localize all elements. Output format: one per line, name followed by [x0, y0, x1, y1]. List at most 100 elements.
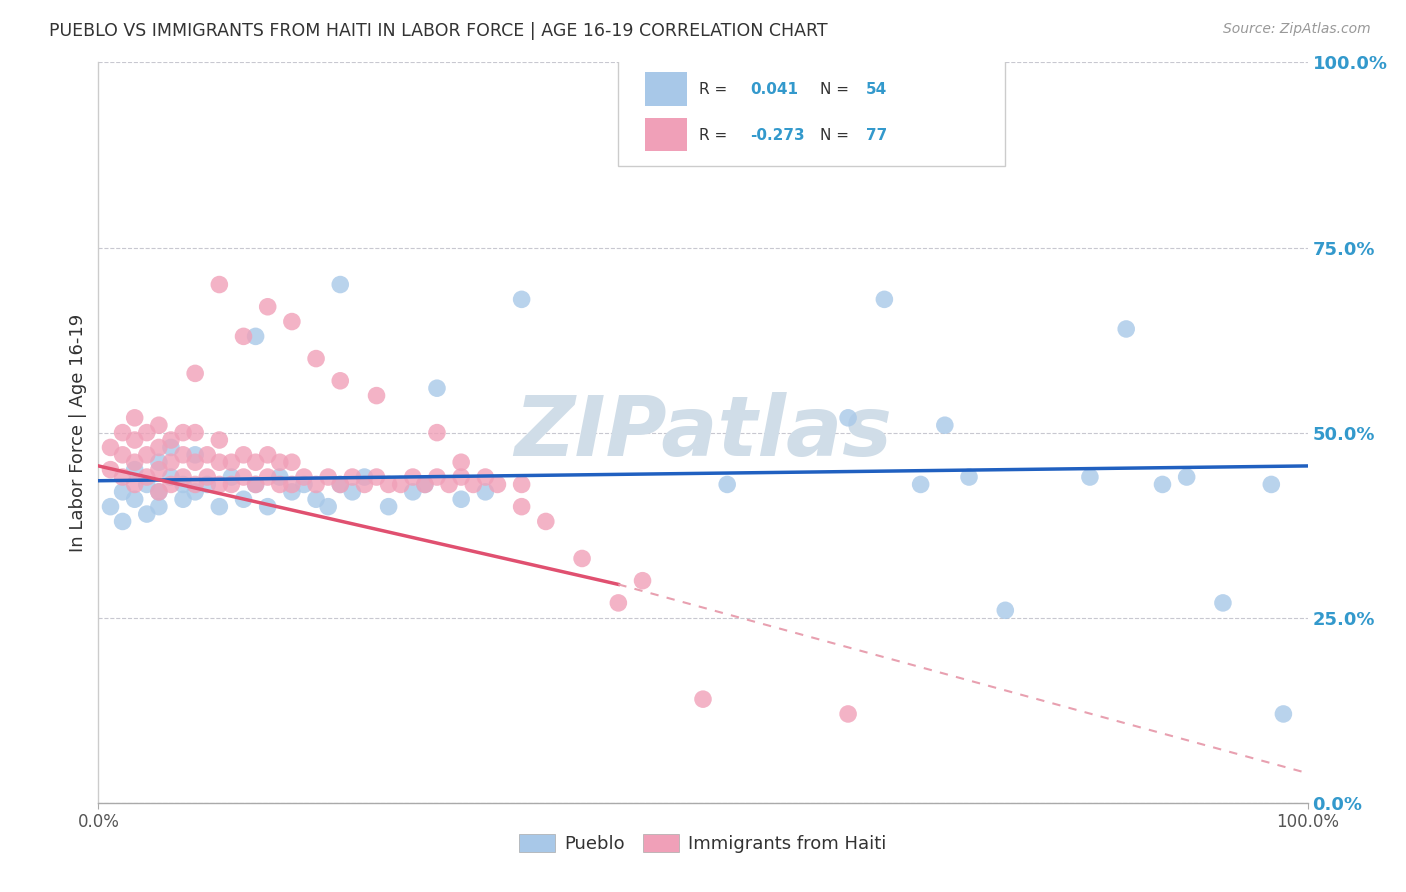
Point — [148, 484, 170, 499]
Point — [124, 492, 146, 507]
Point — [837, 410, 859, 425]
Text: ZIPatlas: ZIPatlas — [515, 392, 891, 473]
Point — [1212, 596, 1234, 610]
Point — [160, 455, 183, 469]
Point — [111, 515, 134, 529]
Point — [269, 470, 291, 484]
Point — [256, 500, 278, 514]
Point — [316, 470, 339, 484]
Point — [994, 603, 1017, 617]
Point — [160, 470, 183, 484]
Point — [534, 515, 557, 529]
Point — [232, 470, 254, 484]
Point — [292, 477, 315, 491]
Point — [342, 470, 364, 484]
Text: 77: 77 — [866, 128, 887, 143]
Point — [450, 455, 472, 469]
Point — [426, 470, 449, 484]
Point — [135, 507, 157, 521]
Point — [329, 277, 352, 292]
Point — [195, 448, 218, 462]
Point — [366, 388, 388, 402]
Point — [329, 477, 352, 491]
FancyBboxPatch shape — [645, 72, 688, 106]
Point — [221, 455, 243, 469]
Point — [148, 455, 170, 469]
Point — [450, 470, 472, 484]
Y-axis label: In Labor Force | Age 16-19: In Labor Force | Age 16-19 — [69, 313, 87, 552]
Point — [389, 477, 412, 491]
Point — [135, 425, 157, 440]
Point — [124, 462, 146, 476]
Text: Source: ZipAtlas.com: Source: ZipAtlas.com — [1223, 22, 1371, 37]
Point — [184, 367, 207, 381]
Point — [232, 448, 254, 462]
Point — [184, 455, 207, 469]
Point — [111, 425, 134, 440]
Point — [316, 500, 339, 514]
Point — [245, 329, 267, 343]
Text: PUEBLO VS IMMIGRANTS FROM HAITI IN LABOR FORCE | AGE 16-19 CORRELATION CHART: PUEBLO VS IMMIGRANTS FROM HAITI IN LABOR… — [49, 22, 828, 40]
Point — [716, 477, 738, 491]
Text: N =: N = — [820, 128, 855, 143]
FancyBboxPatch shape — [619, 55, 1005, 166]
Point — [305, 492, 328, 507]
Point — [377, 477, 399, 491]
Point — [957, 470, 980, 484]
Point — [1078, 470, 1101, 484]
Point — [910, 477, 932, 491]
Point — [148, 418, 170, 433]
Point — [305, 477, 328, 491]
Point — [208, 500, 231, 514]
Point — [208, 433, 231, 447]
Text: R =: R = — [699, 128, 733, 143]
Point — [1152, 477, 1174, 491]
Point — [148, 441, 170, 455]
Point — [329, 477, 352, 491]
Point — [135, 448, 157, 462]
Point — [172, 492, 194, 507]
Point — [413, 477, 436, 491]
Point — [510, 477, 533, 491]
Point — [111, 448, 134, 462]
Point — [148, 484, 170, 499]
Point — [124, 477, 146, 491]
Point — [1272, 706, 1295, 721]
Point — [111, 470, 134, 484]
Point — [426, 425, 449, 440]
Point — [463, 477, 485, 491]
Point — [160, 433, 183, 447]
Point — [221, 477, 243, 491]
Point — [124, 455, 146, 469]
Point — [402, 484, 425, 499]
Point — [208, 277, 231, 292]
Point — [305, 351, 328, 366]
Point — [245, 477, 267, 491]
Point — [172, 470, 194, 484]
Point — [100, 500, 122, 514]
Point — [256, 300, 278, 314]
Text: N =: N = — [820, 82, 855, 97]
Point — [172, 477, 194, 491]
Point — [934, 418, 956, 433]
Point — [184, 448, 207, 462]
Point — [437, 477, 460, 491]
Point — [232, 329, 254, 343]
Point — [413, 477, 436, 491]
Point — [281, 477, 304, 491]
Point — [208, 455, 231, 469]
FancyBboxPatch shape — [645, 118, 688, 151]
Text: -0.273: -0.273 — [751, 128, 804, 143]
Point — [195, 477, 218, 491]
Point — [256, 448, 278, 462]
Point — [631, 574, 654, 588]
Text: 54: 54 — [866, 82, 887, 97]
Point — [135, 477, 157, 491]
Point — [172, 425, 194, 440]
Point — [402, 470, 425, 484]
Point — [208, 477, 231, 491]
Point — [195, 470, 218, 484]
Point — [124, 410, 146, 425]
Point — [474, 484, 496, 499]
Point — [184, 484, 207, 499]
